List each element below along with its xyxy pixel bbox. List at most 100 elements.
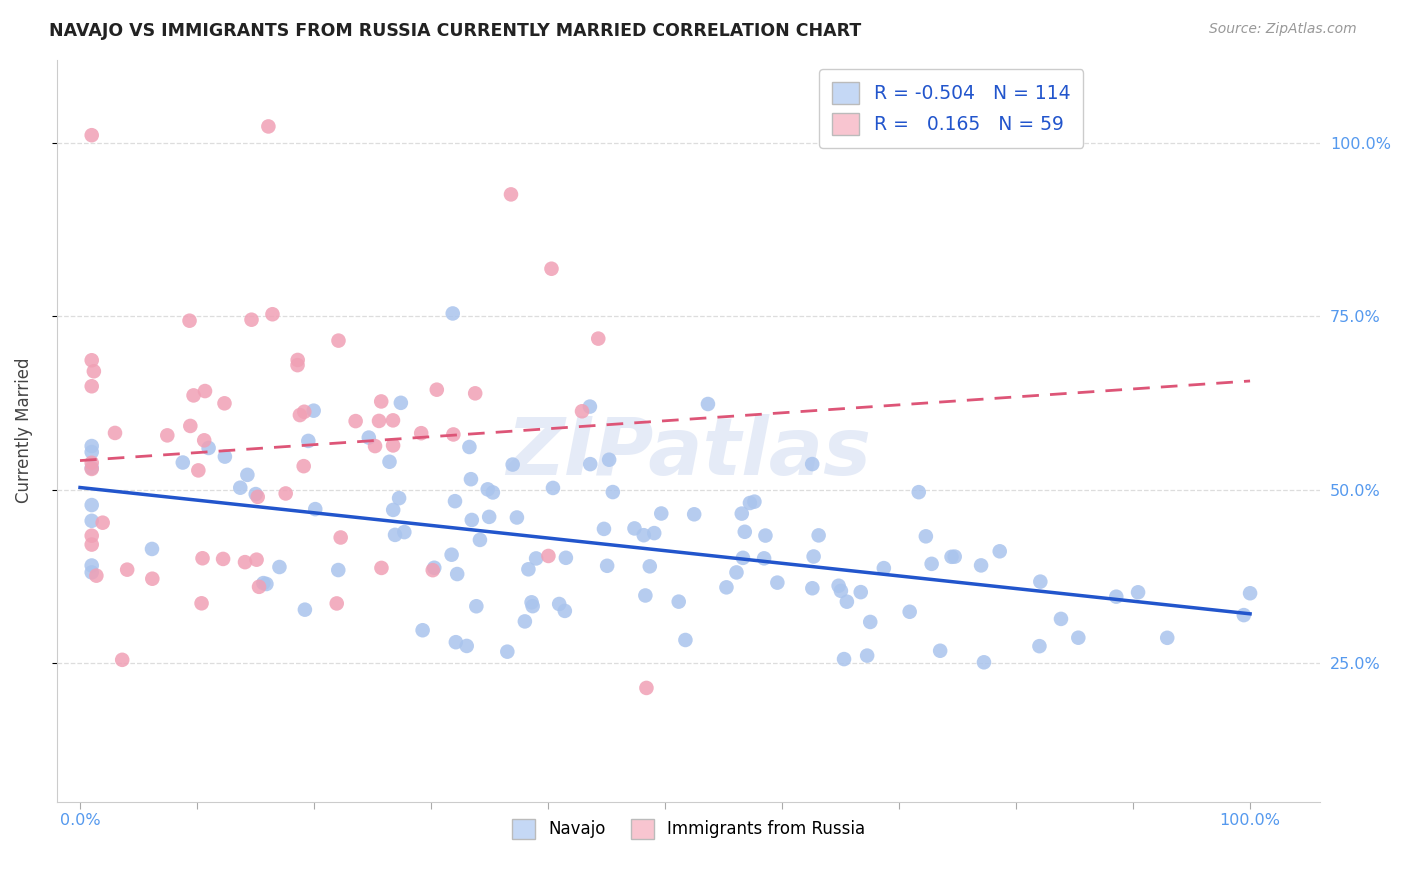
Point bbox=[141, 541, 163, 556]
Point bbox=[754, 528, 776, 542]
Point bbox=[444, 635, 467, 649]
Point bbox=[1239, 586, 1261, 600]
Point bbox=[80, 456, 103, 470]
Point bbox=[292, 405, 315, 419]
Point bbox=[80, 498, 103, 512]
Point bbox=[1105, 590, 1128, 604]
Point bbox=[236, 467, 259, 482]
Point bbox=[801, 581, 824, 595]
Point bbox=[80, 537, 103, 551]
Point bbox=[477, 483, 499, 497]
Point bbox=[633, 528, 655, 542]
Point bbox=[364, 439, 387, 453]
Point bbox=[187, 463, 209, 477]
Point bbox=[104, 425, 127, 440]
Point bbox=[734, 524, 756, 539]
Point bbox=[382, 503, 405, 517]
Point bbox=[588, 332, 610, 346]
Point bbox=[179, 419, 201, 434]
Point bbox=[254, 577, 277, 591]
Point bbox=[245, 487, 267, 501]
Point bbox=[252, 576, 274, 591]
Point bbox=[541, 481, 564, 495]
Text: ZIPatlas: ZIPatlas bbox=[506, 414, 870, 491]
Point bbox=[190, 596, 212, 610]
Point bbox=[1029, 574, 1052, 589]
Point bbox=[80, 566, 103, 580]
Point bbox=[1233, 608, 1256, 623]
Point bbox=[496, 645, 519, 659]
Point bbox=[482, 485, 505, 500]
Point bbox=[988, 544, 1011, 558]
Point bbox=[394, 525, 416, 540]
Point bbox=[464, 386, 486, 401]
Point bbox=[411, 426, 433, 441]
Point bbox=[801, 457, 824, 471]
Point bbox=[744, 494, 766, 508]
Point bbox=[970, 558, 993, 573]
Point bbox=[697, 397, 720, 411]
Point bbox=[357, 431, 380, 445]
Point bbox=[478, 509, 501, 524]
Point bbox=[328, 563, 350, 577]
Point bbox=[596, 558, 619, 573]
Point bbox=[807, 528, 830, 542]
Point bbox=[91, 516, 114, 530]
Point bbox=[233, 555, 256, 569]
Point bbox=[183, 388, 205, 402]
Point bbox=[524, 551, 547, 566]
Point bbox=[80, 439, 103, 453]
Point bbox=[461, 513, 484, 527]
Point bbox=[725, 566, 748, 580]
Point bbox=[571, 404, 593, 418]
Point bbox=[683, 508, 706, 522]
Point bbox=[1028, 639, 1050, 653]
Point bbox=[370, 561, 392, 575]
Point bbox=[193, 434, 215, 448]
Point bbox=[274, 486, 297, 500]
Point bbox=[898, 605, 921, 619]
Point bbox=[329, 531, 352, 545]
Point bbox=[943, 549, 966, 564]
Point bbox=[444, 494, 467, 508]
Point bbox=[423, 560, 446, 574]
Point bbox=[426, 383, 449, 397]
Point bbox=[191, 551, 214, 566]
Point bbox=[389, 396, 412, 410]
Point bbox=[172, 456, 194, 470]
Point bbox=[1050, 612, 1073, 626]
Point bbox=[344, 414, 367, 428]
Point bbox=[1156, 631, 1178, 645]
Point bbox=[579, 400, 602, 414]
Point bbox=[548, 597, 571, 611]
Point bbox=[716, 580, 738, 594]
Point bbox=[921, 557, 943, 571]
Point bbox=[752, 551, 775, 566]
Point bbox=[246, 490, 269, 504]
Point bbox=[593, 522, 616, 536]
Point bbox=[517, 562, 540, 576]
Text: Source: ZipAtlas.com: Source: ZipAtlas.com bbox=[1209, 22, 1357, 37]
Point bbox=[194, 384, 217, 398]
Point bbox=[214, 396, 236, 410]
Point bbox=[499, 187, 522, 202]
Point bbox=[240, 312, 263, 326]
Text: NAVAJO VS IMMIGRANTS FROM RUSSIA CURRENTLY MARRIED CORRELATION CHART: NAVAJO VS IMMIGRANTS FROM RUSSIA CURRENT… bbox=[49, 22, 862, 40]
Point bbox=[382, 413, 405, 427]
Point bbox=[257, 120, 280, 134]
Point bbox=[297, 434, 319, 448]
Point bbox=[80, 128, 103, 143]
Point bbox=[86, 568, 108, 582]
Point bbox=[229, 481, 252, 495]
Point bbox=[520, 595, 543, 609]
Point bbox=[668, 594, 690, 608]
Point bbox=[441, 306, 464, 320]
Point bbox=[460, 472, 482, 486]
Y-axis label: Currently Married: Currently Married bbox=[15, 358, 32, 503]
Point bbox=[731, 507, 754, 521]
Point bbox=[907, 485, 929, 500]
Point bbox=[446, 567, 468, 582]
Point bbox=[830, 583, 852, 598]
Point bbox=[115, 563, 138, 577]
Point bbox=[328, 334, 350, 348]
